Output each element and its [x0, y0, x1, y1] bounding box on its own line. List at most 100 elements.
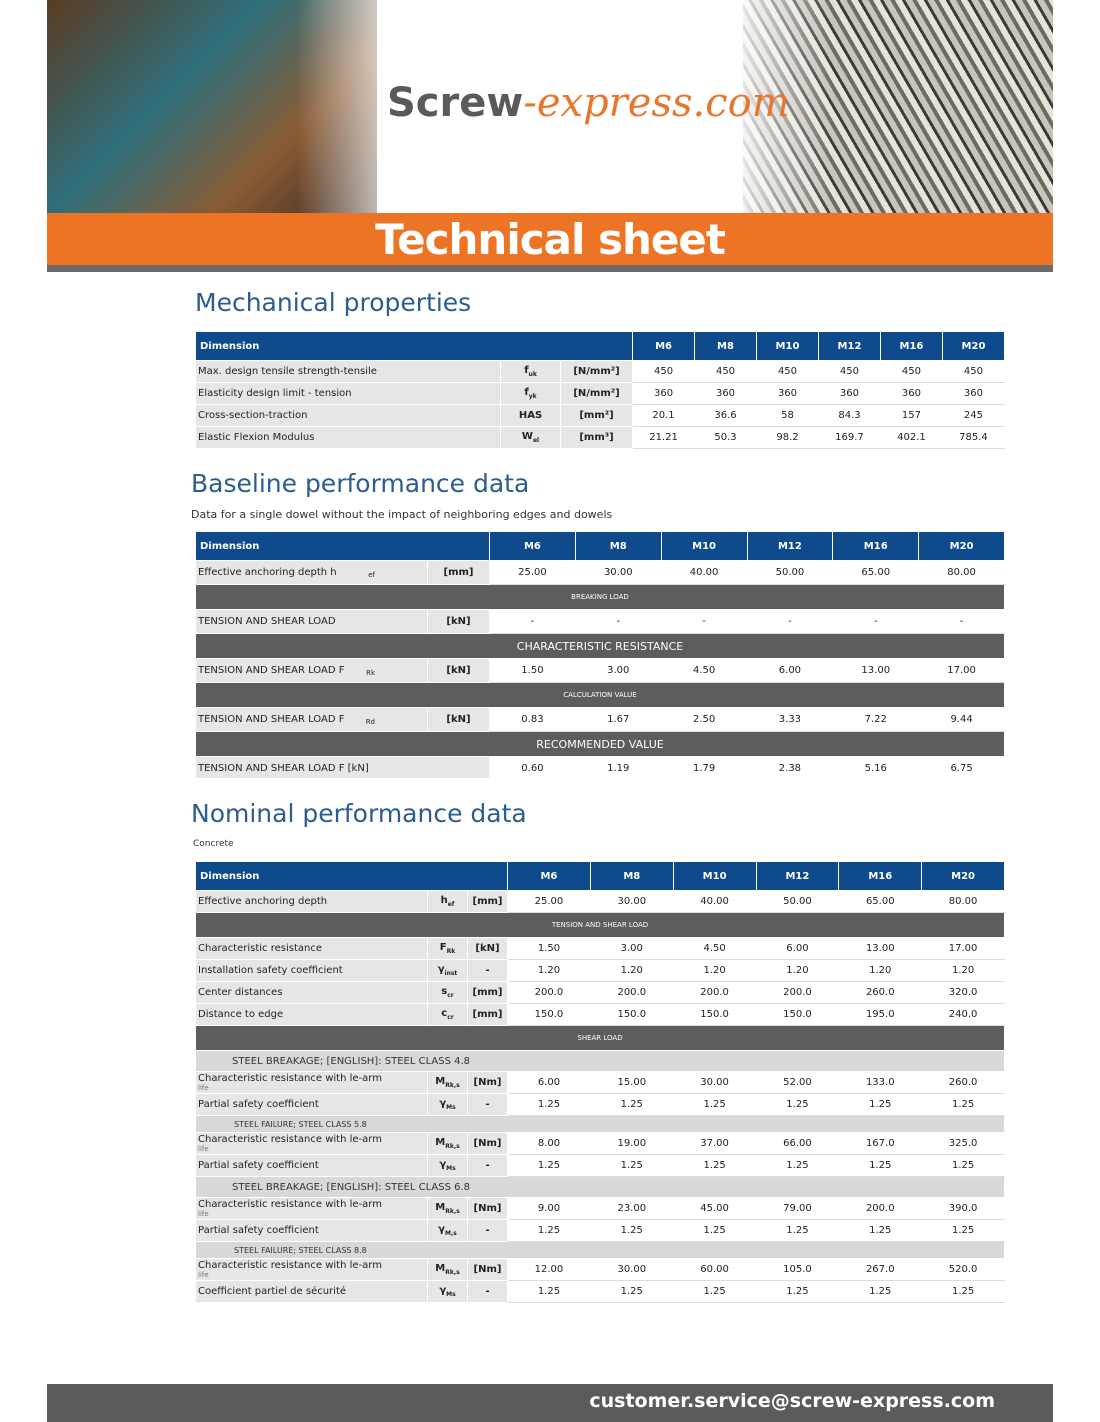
value-cell: 40.00: [672, 890, 757, 913]
symbol: γMs: [427, 1093, 468, 1116]
band-row: STEEL FAILURE; STEEL CLASS 5.8: [195, 1115, 1005, 1133]
unit: -: [466, 1154, 509, 1177]
section-title: Mechanical properties: [195, 288, 472, 317]
label-note: life: [198, 1271, 209, 1279]
value-cell: 6.00: [507, 1071, 591, 1094]
unit: [mm]: [426, 560, 491, 585]
value-cell: 1.25: [672, 1093, 757, 1116]
value-cell: 8.00: [507, 1132, 591, 1155]
row-label: Rd TENSION AND SHEAR LOAD F: [195, 707, 428, 732]
unit: [kN]: [426, 707, 491, 732]
label-text: Installation safety coefficient: [198, 965, 343, 976]
column-header: M20: [941, 331, 1005, 361]
unit: [kN]: [426, 658, 491, 683]
symbol-sub: ef: [447, 901, 455, 908]
label-text: Partial safety coefficient: [198, 1160, 319, 1171]
unit: [kN]: [466, 937, 509, 960]
data-row: Effective anchoring depth hef [mm] 25.00 30.…: [195, 890, 1005, 913]
label-note: life: [198, 1145, 209, 1153]
value-cell: 84.3: [817, 404, 881, 427]
value-cell: 1.25: [589, 1093, 674, 1116]
value-cell: 13.00: [838, 937, 923, 960]
symbol-sub: Rk,s: [445, 1143, 460, 1150]
value-cell: 1.25: [507, 1154, 591, 1177]
symbol-main: W: [521, 431, 533, 442]
value-cell: 450: [817, 360, 881, 383]
value-cell: 1.20: [589, 959, 674, 982]
value-cell: 200.0: [672, 981, 757, 1004]
column-header: M20: [921, 861, 1005, 891]
data-row: Characteristic resistance with le-arm lif…: [195, 1071, 1005, 1094]
symbol-sub: el: [532, 437, 540, 444]
row-label: Effective anchoring depth: [195, 890, 428, 913]
label-text: Partial safety coefficient: [198, 1225, 319, 1236]
table-wrap: Dimension M6 M8 M10 M12 M16 M20 ef Effective anc…: [195, 531, 1005, 778]
brand-logo: Screw-express.com: [387, 80, 790, 126]
unit: [Nm]: [466, 1258, 509, 1281]
value-cell: -: [574, 609, 662, 634]
value-cell: 0.60: [489, 756, 576, 778]
value-cell: 40.00: [660, 560, 748, 585]
label-text: Effective anchoring depth h: [198, 566, 337, 578]
value-cell: 1.20: [507, 959, 591, 982]
symbol-sub: Ms: [446, 1104, 456, 1111]
band-row: SHEAR LOAD: [195, 1025, 1005, 1051]
row-label: Installation safety coefficient: [195, 959, 428, 982]
column-header: M20: [918, 531, 1005, 561]
symbol-sub: cr: [447, 1014, 454, 1021]
row-label: TENSION AND SHEAR LOAD F [kN]: [195, 756, 491, 778]
value-cell: 1.25: [589, 1280, 674, 1303]
header: Screw-express.com: [47, 0, 1053, 213]
row-label: Elasticity design limit - tension: [195, 382, 501, 405]
symbol-main: γ: [437, 964, 445, 975]
value-cell: 6.75: [918, 756, 1005, 778]
value-cell: 1.25: [838, 1280, 923, 1303]
value-cell: 1.25: [921, 1219, 1005, 1242]
value-cell: 785.4: [941, 426, 1005, 449]
value-cell: 30.00: [589, 1258, 674, 1281]
value-cell: 105.0: [755, 1258, 840, 1281]
value-cell: 79.00: [755, 1197, 840, 1220]
table: Dimension M6 M8 M10 M12 M16 M20 ef Effective anc…: [195, 531, 1005, 778]
value-cell: 23.00: [589, 1197, 674, 1220]
data-row: Installation safety coefficient γinst -1.2…: [195, 959, 1005, 982]
value-cell: 2.38: [746, 756, 834, 778]
label-text: Partial safety coefficient: [198, 1099, 319, 1110]
symbol: ccr: [427, 1003, 468, 1026]
label-text: TENSION AND SHEAR LOAD F: [198, 664, 345, 676]
symbol: MRk,s: [427, 1258, 468, 1281]
column-header: M16: [838, 861, 923, 891]
column-header: M12: [817, 331, 881, 361]
symbol-sub: uk: [528, 371, 537, 378]
label-text: Max. design tensile strength-tensile: [198, 366, 377, 377]
value-cell: 37.00: [672, 1132, 757, 1155]
footer: customer.service@screw-express.com: [47, 1384, 1053, 1422]
symbol: MRk,s: [427, 1132, 468, 1155]
row-label: Coefficient partiel de sécurité: [195, 1280, 428, 1303]
band-label: STEEL FAILURE; STEEL CLASS 5.8: [195, 1115, 1005, 1133]
value-cell: 450: [941, 360, 1005, 383]
value-cell: -: [918, 609, 1005, 634]
column-header: M6: [489, 531, 576, 561]
value-cell: 1.25: [921, 1280, 1005, 1303]
value-cell: 6.00: [746, 658, 834, 683]
value-cell: 1.25: [921, 1093, 1005, 1116]
symbol: γM,s: [427, 1219, 468, 1242]
dimension-header: Dimension: [195, 861, 509, 891]
data-row: Rd TENSION AND SHEAR LOAD F [kN] 0.83 1.67 2.…: [195, 707, 1005, 732]
value-cell: 4.50: [672, 937, 757, 960]
value-cell: 1.25: [921, 1154, 1005, 1177]
value-cell: 150.0: [672, 1003, 757, 1026]
data-row: Coefficient partiel de sécurité γMs -1.25 1…: [195, 1280, 1005, 1303]
contact-email[interactable]: customer.service@screw-express.com: [589, 1390, 995, 1412]
value-cell: 450: [756, 360, 819, 383]
section-title: Nominal performance data: [191, 799, 527, 828]
value-cell: 360: [632, 382, 696, 405]
value-cell: 240.0: [921, 1003, 1005, 1026]
symbol-main: γ: [439, 1285, 447, 1296]
symbol: γMs: [427, 1154, 468, 1177]
symbol: HAS: [500, 404, 561, 427]
unit: [N/mm²]: [559, 382, 634, 405]
value-cell: 1.25: [672, 1280, 757, 1303]
symbol-main: c: [441, 1008, 448, 1019]
